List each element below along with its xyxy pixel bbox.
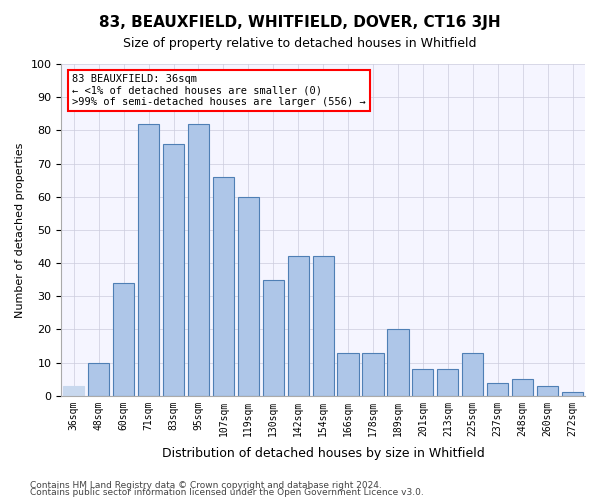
Bar bbox=[562, 392, 583, 396]
Bar bbox=[337, 352, 359, 396]
Text: Size of property relative to detached houses in Whitfield: Size of property relative to detached ho… bbox=[123, 38, 477, 51]
Bar bbox=[362, 352, 383, 396]
Bar bbox=[188, 124, 209, 396]
Bar bbox=[388, 330, 409, 396]
Bar bbox=[462, 352, 484, 396]
Bar bbox=[113, 283, 134, 396]
Text: 83 BEAUXFIELD: 36sqm
← <1% of detached houses are smaller (0)
>99% of semi-detac: 83 BEAUXFIELD: 36sqm ← <1% of detached h… bbox=[72, 74, 365, 107]
X-axis label: Distribution of detached houses by size in Whitfield: Distribution of detached houses by size … bbox=[162, 447, 485, 460]
Bar bbox=[263, 280, 284, 396]
Bar bbox=[213, 177, 234, 396]
Bar bbox=[238, 196, 259, 396]
Bar bbox=[88, 362, 109, 396]
Bar bbox=[512, 379, 533, 396]
Bar bbox=[437, 369, 458, 396]
Text: Contains HM Land Registry data © Crown copyright and database right 2024.: Contains HM Land Registry data © Crown c… bbox=[30, 480, 382, 490]
Text: 83, BEAUXFIELD, WHITFIELD, DOVER, CT16 3JH: 83, BEAUXFIELD, WHITFIELD, DOVER, CT16 3… bbox=[99, 15, 501, 30]
Bar bbox=[287, 256, 309, 396]
Bar bbox=[412, 369, 433, 396]
Bar bbox=[537, 386, 558, 396]
Bar bbox=[163, 144, 184, 396]
Y-axis label: Number of detached properties: Number of detached properties bbox=[15, 142, 25, 318]
Bar bbox=[63, 386, 85, 396]
Bar bbox=[313, 256, 334, 396]
Text: Contains public sector information licensed under the Open Government Licence v3: Contains public sector information licen… bbox=[30, 488, 424, 497]
Bar bbox=[138, 124, 159, 396]
Bar bbox=[487, 382, 508, 396]
